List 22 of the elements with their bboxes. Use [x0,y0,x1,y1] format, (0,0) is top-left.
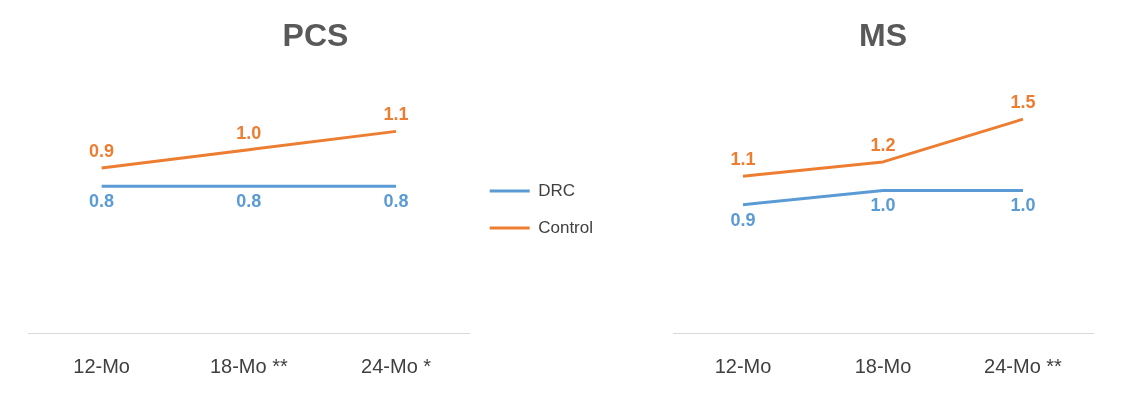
data-label: 0.8 [383,191,409,212]
x-tick-label: 24-Mo ** [984,354,1063,377]
data-label: 1.0 [870,195,896,216]
data-label: 0.9 [89,141,115,162]
data-label: 0.9 [730,209,756,230]
legend-label: Control [538,217,594,237]
chart-title: PCS [282,17,349,54]
data-label: 1.1 [383,104,409,125]
x-tick-label: 12-Mo [73,354,130,377]
x-tick-label: 24-Mo * [361,354,432,377]
data-label: 1.5 [1010,92,1036,113]
chart-title: MS [859,17,907,54]
data-label: 1.1 [730,149,756,170]
data-label: 1.0 [236,122,262,143]
data-label: 1.0 [1010,195,1036,216]
legend-label: DRC [538,180,576,200]
x-tick-label: 18-Mo [854,354,912,377]
data-label: 0.8 [89,191,115,212]
data-label: 1.2 [870,134,896,155]
x-tick-label: 12-Mo [714,354,772,377]
data-label: 0.8 [236,191,262,212]
x-tick-label: 18-Mo ** [209,354,288,377]
